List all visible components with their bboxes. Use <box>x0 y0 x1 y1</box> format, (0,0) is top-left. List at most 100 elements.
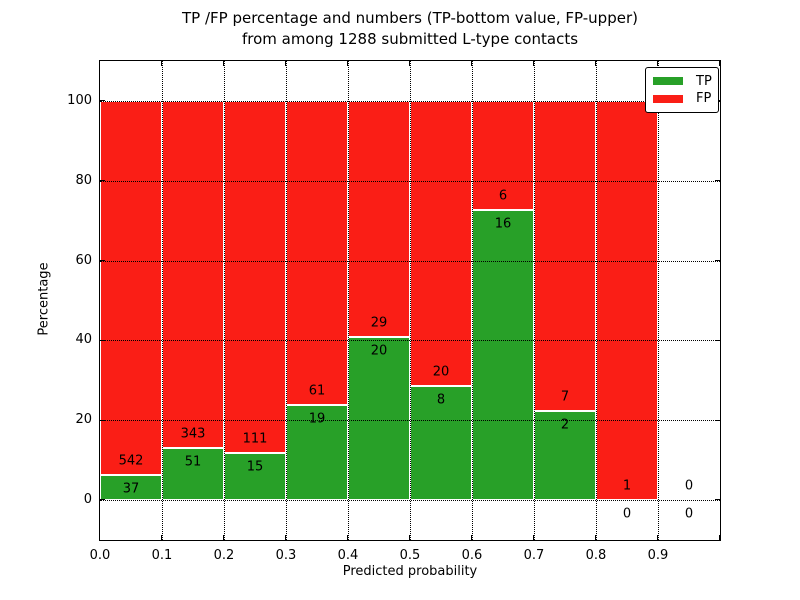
bar-tp-segment <box>472 209 534 501</box>
x-tick-label: 0.3 <box>275 548 297 563</box>
fp-count-label: 111 <box>242 431 268 447</box>
x-tick-top <box>533 61 535 66</box>
x-tick-top <box>223 61 225 66</box>
x-tick-label: 0.4 <box>337 548 359 563</box>
tp-count-label: 2 <box>560 417 570 433</box>
x-tick <box>161 535 163 540</box>
y-tick-right <box>715 180 720 181</box>
tp-count-label: 0 <box>684 506 694 522</box>
y-tick <box>100 339 105 341</box>
bar-tp-segment <box>348 337 410 501</box>
x-tick <box>595 535 597 540</box>
plot-area: 542 37 343 51 111 15 61 19 29 20 20 8 6 16 7 2 1 0 0 0 0.0 0.… <box>67 60 721 563</box>
y-tick <box>100 499 105 501</box>
y-tick-label: 80 <box>75 172 92 188</box>
x-tick <box>285 535 287 540</box>
x-tick-label: 0.0 <box>89 548 111 563</box>
tp-count-label: 8 <box>436 392 446 408</box>
chart-title-line2: from among 1288 submitted L-type contact… <box>241 30 579 48</box>
y-tick <box>100 100 105 102</box>
fp-count-label: 343 <box>180 426 206 442</box>
x-tick-label: 0.9 <box>647 548 669 563</box>
y-tick-label: 0 <box>83 492 92 508</box>
x-tick-top <box>657 61 659 66</box>
x-tick <box>719 535 721 540</box>
x-axis-label: Predicted probability <box>342 564 478 579</box>
bar-fp-segment <box>596 100 658 501</box>
bar-fp-segment <box>410 100 472 387</box>
tp-count-label: 0 <box>622 506 632 522</box>
x-tick <box>223 535 225 540</box>
y-tick-right <box>715 339 720 341</box>
chart-title-line1: TP /FP percentage and numbers (TP-bottom… <box>182 9 638 27</box>
y-tick-label: 60 <box>75 252 92 268</box>
x-tick-top <box>409 61 411 66</box>
x-tick <box>347 535 349 540</box>
x-tick-label: 0.6 <box>461 548 483 563</box>
x-tick-top <box>347 61 349 66</box>
legend-label: FP <box>696 91 712 107</box>
x-tick <box>657 535 659 540</box>
y-tick <box>100 259 105 261</box>
fp-count-label: 7 <box>560 389 570 405</box>
bar-tp-segment <box>100 474 162 501</box>
legend-swatch-fp <box>653 94 683 103</box>
legend-swatch-tp <box>653 77 683 86</box>
y-tick-label: 100 <box>67 92 92 108</box>
gridline-vertical <box>472 61 473 540</box>
legend-entry: TP <box>653 75 718 88</box>
fp-count-label: 0 <box>684 478 694 494</box>
x-tick-label: 0.8 <box>585 548 607 563</box>
x-tick-top <box>99 61 101 66</box>
y-tick-label: 20 <box>75 412 92 428</box>
bar-fp-segment <box>348 100 410 338</box>
y-tick-right <box>715 419 720 421</box>
bar-fp-segment <box>162 100 224 449</box>
tp-count-label: 51 <box>184 454 202 470</box>
x-tick <box>99 535 101 540</box>
gridline-vertical <box>658 61 659 540</box>
gridline-vertical <box>348 61 349 540</box>
legend-label: TP <box>696 73 712 89</box>
legend: TP FP <box>645 67 719 113</box>
gridline-vertical <box>534 61 535 540</box>
bar-fp-segment <box>286 100 348 406</box>
x-tick <box>471 535 473 540</box>
x-tick-top <box>719 61 721 66</box>
gridline-vertical <box>596 61 597 540</box>
gridline-vertical <box>286 61 287 540</box>
fp-count-label: 542 <box>118 453 144 469</box>
fp-count-label: 6 <box>498 188 508 204</box>
x-tick-label: 0.2 <box>213 548 235 563</box>
y-tick <box>100 419 105 421</box>
bar-fp-segment <box>224 100 286 453</box>
tp-count-label: 16 <box>494 216 512 232</box>
fp-count-label: 1 <box>622 478 632 494</box>
bar-fp-segment <box>100 100 162 475</box>
y-axis-label: Percentage <box>36 262 52 336</box>
fp-count-label: 29 <box>370 315 388 331</box>
x-tick-top <box>161 61 163 66</box>
legend-entry: FP <box>653 92 718 105</box>
fp-count-label: 20 <box>432 364 450 380</box>
x-tick-top <box>595 61 597 66</box>
gridline-vertical <box>162 61 163 540</box>
x-tick-label: 0.1 <box>151 548 173 563</box>
y-tick-right <box>715 499 720 501</box>
x-tick-top <box>471 61 473 66</box>
tp-count-label: 19 <box>308 411 326 427</box>
x-tick-top <box>285 61 287 66</box>
x-tick <box>533 535 535 540</box>
tp-count-label: 15 <box>246 459 264 475</box>
x-tick-label: 0.5 <box>399 548 421 563</box>
x-tick <box>409 535 411 540</box>
fp-count-label: 61 <box>308 383 326 399</box>
x-tick-label: 0.7 <box>523 548 545 563</box>
tp-count-label: 37 <box>122 481 140 497</box>
y-tick-right <box>715 259 720 261</box>
gridline-vertical <box>410 61 411 540</box>
tp-count-label: 20 <box>370 343 388 359</box>
y-tick-label: 40 <box>75 332 92 348</box>
y-tick <box>100 180 105 181</box>
